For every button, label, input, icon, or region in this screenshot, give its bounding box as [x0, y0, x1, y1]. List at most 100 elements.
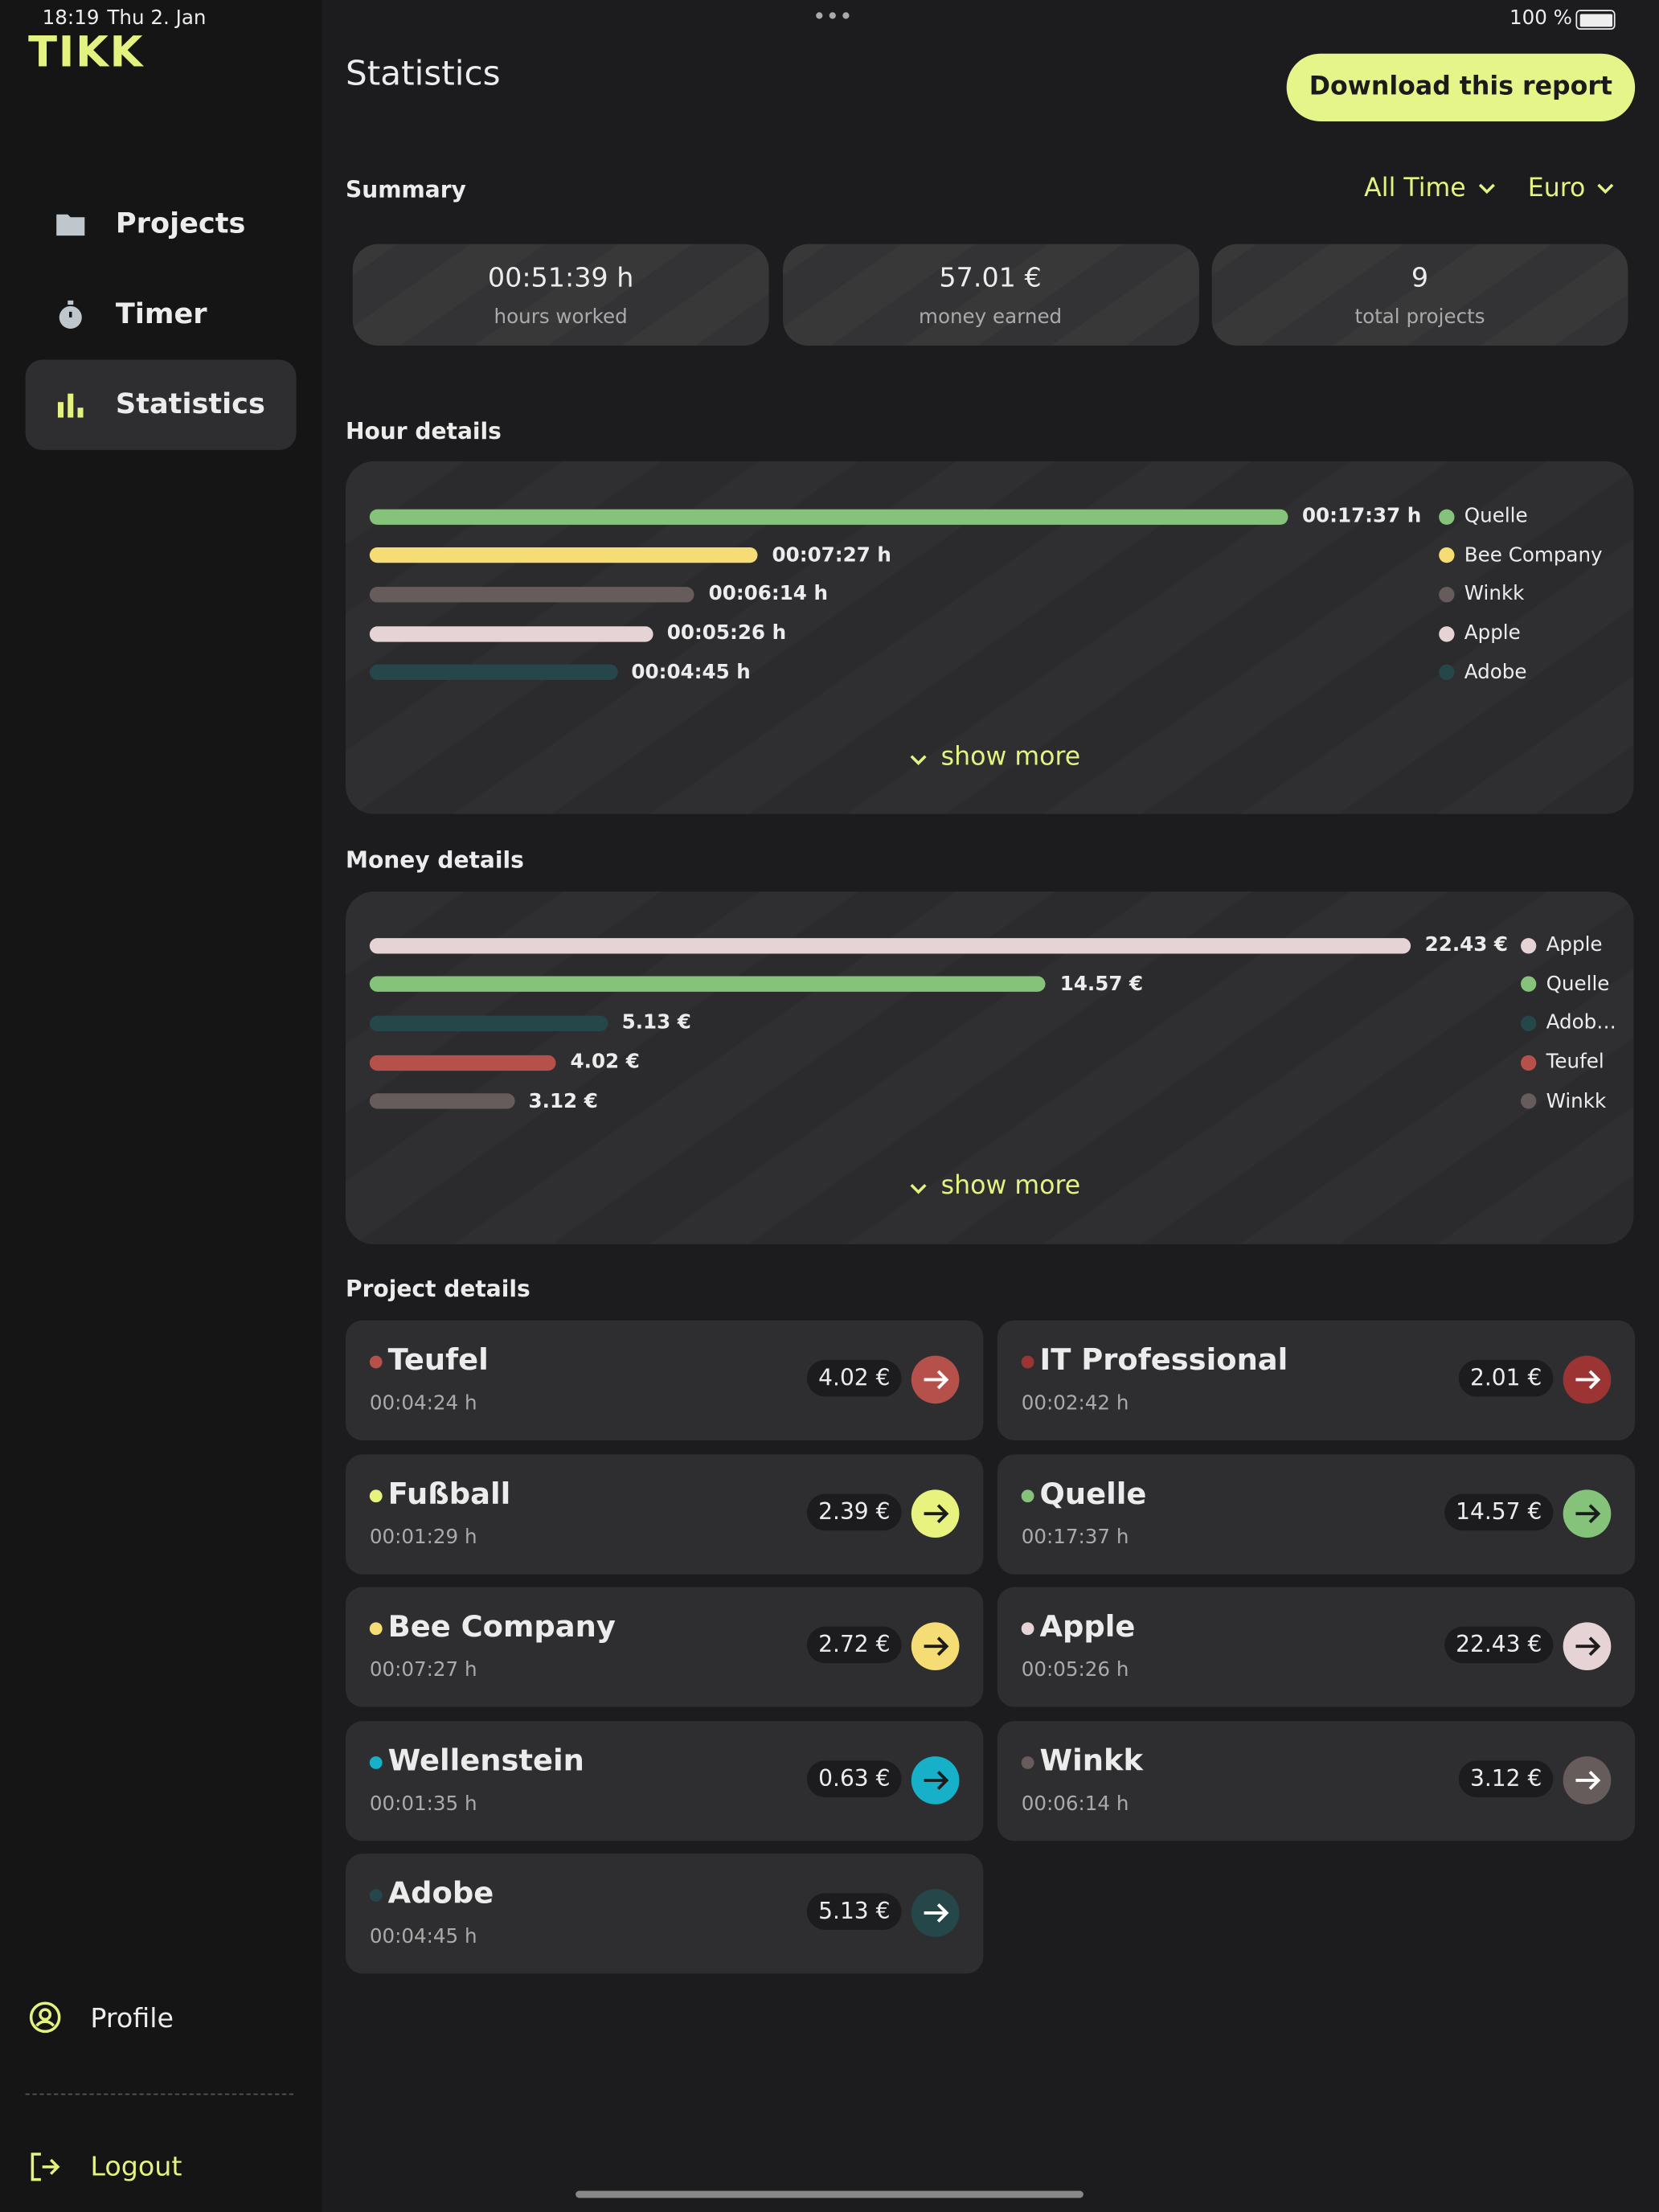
project-arrow[interactable] [911, 1355, 960, 1404]
summary-label: total projects [1354, 305, 1485, 329]
project-amount: 4.02 € [807, 1359, 902, 1397]
nav-label: Timer [115, 296, 207, 330]
project-arrow[interactable] [911, 1489, 960, 1538]
logout-icon [31, 2153, 60, 2181]
logo: TIKK [28, 28, 145, 78]
bar [369, 547, 759, 563]
legend-dot [1521, 1015, 1537, 1031]
project-card[interactable]: Apple 00:05:26 h 22.43 € [997, 1587, 1636, 1707]
legend-dot [1439, 547, 1455, 563]
project-arrow[interactable] [911, 1622, 960, 1671]
project-arrow[interactable] [1563, 1355, 1612, 1404]
project-card[interactable]: Wellenstein 00:01:35 h 0.63 € [346, 1720, 984, 1841]
project-card[interactable]: Winkk 00:06:14 h 3.12 € [997, 1720, 1636, 1841]
nav-item[interactable]: Projects [26, 179, 297, 269]
project-time: 00:01:29 h [369, 1526, 477, 1549]
project-amount: 2.72 € [807, 1626, 902, 1664]
legend-label: Adobe [1464, 661, 1527, 684]
bar [369, 1093, 514, 1110]
project-dot [1021, 1622, 1034, 1636]
section-title: Project details [346, 1275, 530, 1302]
value-label: 00:17:37 h [1301, 505, 1422, 528]
project-dot [1021, 1489, 1034, 1502]
project-name: Adobe [387, 1876, 494, 1911]
project-amount: 2.01 € [1458, 1359, 1554, 1397]
download-button[interactable]: Download this report [1286, 53, 1636, 121]
project-name: Wellenstein [387, 1743, 584, 1777]
project-dot [1021, 1355, 1034, 1369]
project-card[interactable]: Teufel 00:04:24 h 4.02 € [346, 1320, 984, 1440]
battery-level: 100 % [1509, 6, 1573, 30]
arrow-icon [924, 1903, 949, 1923]
arrow-icon [924, 1636, 949, 1657]
project-time: 00:04:45 h [369, 1925, 477, 1948]
time-filter[interactable]: All Time [1364, 173, 1466, 203]
legend-dot [1521, 1093, 1537, 1110]
project-name: IT Professional [1039, 1342, 1288, 1377]
show-more[interactable]: show more [940, 1170, 1081, 1201]
summary-value: 9 [1411, 262, 1429, 294]
legend-label: Winkk [1464, 583, 1525, 606]
value-label: 00:07:27 h [772, 543, 891, 567]
nav-item[interactable]: Timer [26, 269, 297, 359]
project-dot [369, 1489, 383, 1502]
summary-card: 9 total projects [1211, 244, 1628, 346]
summary-label: hours worked [494, 305, 628, 329]
project-amount: 2.39 € [807, 1493, 902, 1530]
project-amount: 0.63 € [807, 1759, 902, 1797]
arrow-icon [924, 1503, 949, 1523]
bar [369, 508, 1288, 525]
arrow-icon [924, 1370, 949, 1390]
section-title: Money details [346, 846, 524, 874]
summary-label: money earned [919, 305, 1063, 329]
project-name: Quelle [1039, 1476, 1147, 1510]
value-label: 4.02 € [570, 1051, 640, 1074]
legend-dot [1439, 508, 1455, 525]
legend-label: Winkk [1546, 1090, 1607, 1113]
legend-dot [1521, 976, 1537, 993]
project-name: Fußball [387, 1476, 511, 1510]
legend-label: Apple [1464, 622, 1521, 645]
value-label: 00:04:45 h [631, 661, 751, 684]
currency-filter[interactable]: Euro [1527, 173, 1586, 203]
battery-icon [1575, 10, 1616, 30]
project-card[interactable]: Bee Company 00:07:27 h 2.72 € [346, 1587, 984, 1707]
legend-label: Teufel [1546, 1051, 1604, 1074]
sidebar: TIKK Profile Logout Projects Timer Statist… [0, 0, 322, 2212]
project-card[interactable]: Quelle 00:17:37 h 14.57 € [997, 1453, 1636, 1574]
project-dot [369, 1889, 383, 1902]
project-dot [369, 1755, 383, 1769]
status-date: Thu 2. Jan [107, 6, 207, 30]
project-arrow[interactable] [1563, 1489, 1612, 1538]
project-arrow[interactable] [911, 1889, 960, 1937]
multitask-dots: ••• [812, 2, 853, 30]
summary-value: 00:51:39 h [487, 262, 634, 294]
project-card[interactable]: Adobe 00:04:45 h 5.13 € [346, 1854, 984, 1974]
profile-icon [29, 2001, 61, 2034]
nav-icon [57, 393, 84, 418]
project-name: Bee Company [387, 1609, 616, 1644]
project-arrow[interactable] [1563, 1622, 1612, 1671]
section-title: Hour details [346, 417, 502, 444]
summary-card: 57.01 € money earned [782, 244, 1198, 346]
profile-link[interactable]: Profile [90, 2003, 174, 2034]
project-card[interactable]: IT Professional 00:02:42 h 2.01 € [997, 1320, 1636, 1440]
arrow-icon [1575, 1636, 1601, 1657]
project-arrow[interactable] [911, 1755, 960, 1804]
project-dot [369, 1622, 383, 1636]
arrow-icon [1575, 1503, 1601, 1523]
dropdown-chevron [1597, 183, 1614, 195]
project-time: 00:05:26 h [1021, 1659, 1129, 1682]
project-arrow[interactable] [1563, 1755, 1612, 1804]
project-time: 00:01:35 h [369, 1792, 477, 1815]
project-card[interactable]: Fußball 00:01:29 h 2.39 € [346, 1453, 984, 1574]
logout-link[interactable]: Logout [90, 2151, 182, 2183]
project-amount: 5.13 € [807, 1893, 902, 1930]
show-more[interactable]: show more [940, 742, 1081, 772]
nav-item[interactable]: Statistics [25, 359, 297, 450]
project-name: Apple [1039, 1609, 1136, 1644]
divider [25, 2093, 294, 2095]
project-time: 00:04:24 h [369, 1392, 477, 1415]
